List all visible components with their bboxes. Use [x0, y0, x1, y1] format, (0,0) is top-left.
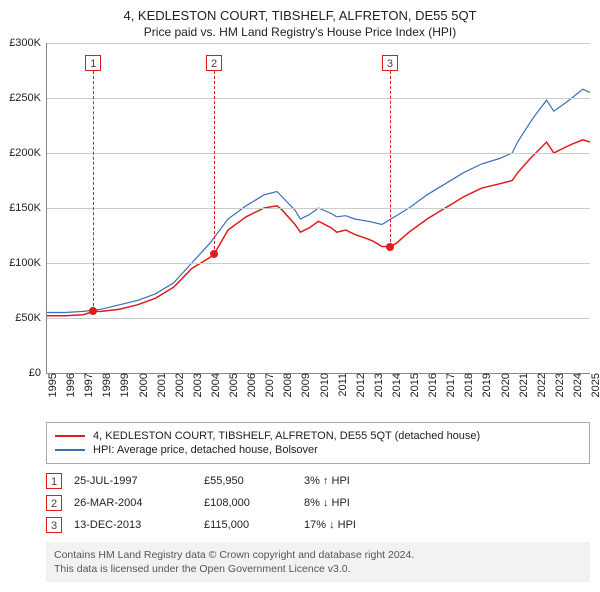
- sale-date: 25-JUL-1997: [74, 475, 204, 487]
- attribution-footer: Contains HM Land Registry data © Crown c…: [46, 542, 590, 582]
- sale-marker-number: 1: [46, 473, 62, 489]
- sale-hpi-delta: 8% ↓ HPI: [304, 497, 424, 509]
- y-axis-label: £50K: [15, 312, 47, 324]
- x-axis-label: 2004: [206, 373, 222, 397]
- legend-swatch: [55, 435, 85, 437]
- x-axis-label: 2020: [496, 373, 512, 397]
- x-axis-label: 2011: [333, 373, 349, 397]
- series-price_paid: [47, 140, 590, 316]
- marker-line-2: [214, 71, 215, 254]
- x-axis-label: 1998: [97, 373, 113, 397]
- footer-line-2: This data is licensed under the Open Gov…: [54, 562, 582, 576]
- sale-price: £55,950: [204, 475, 304, 487]
- sale-date: 13-DEC-2013: [74, 519, 204, 531]
- x-axis-label: 2023: [550, 373, 566, 397]
- sale-price: £108,000: [204, 497, 304, 509]
- y-axis-label: £200K: [9, 147, 47, 159]
- legend-row: HPI: Average price, detached house, Bols…: [55, 443, 581, 457]
- sale-row: 3 13-DEC-2013£115,00017% ↓ HPI: [46, 514, 590, 536]
- x-axis-label: 2016: [423, 373, 439, 397]
- marker-dot-2: [210, 250, 218, 258]
- sale-price: £115,000: [204, 519, 304, 531]
- x-axis-label: 2002: [170, 373, 186, 397]
- chart-container: 4, KEDLESTON COURT, TIBSHELF, ALFRETON, …: [0, 0, 600, 582]
- x-axis-label: 2017: [441, 373, 457, 397]
- x-axis-label: 1996: [61, 373, 77, 397]
- x-axis-label: 2006: [242, 373, 258, 397]
- x-axis-label: 1997: [79, 373, 95, 397]
- marker-line-1: [93, 71, 94, 311]
- legend-row: 4, KEDLESTON COURT, TIBSHELF, ALFRETON, …: [55, 429, 581, 443]
- x-axis-label: 2012: [351, 373, 367, 397]
- sale-date: 26-MAR-2004: [74, 497, 204, 509]
- x-axis-label: 2009: [296, 373, 312, 397]
- x-axis-label: 1999: [115, 373, 131, 397]
- x-axis-label: 2014: [387, 373, 403, 397]
- x-axis-label: 2000: [134, 373, 150, 397]
- x-axis-label: 2021: [514, 373, 530, 397]
- y-axis-label: £300K: [9, 37, 47, 49]
- marker-dot-1: [89, 307, 97, 315]
- plot-area: £0£50K£100K£150K£200K£250K£300K199519961…: [46, 43, 590, 374]
- x-axis-label: 2007: [260, 373, 276, 397]
- footer-line-1: Contains HM Land Registry data © Crown c…: [54, 548, 582, 562]
- x-axis-label: 2024: [568, 373, 584, 397]
- x-axis-label: 2008: [278, 373, 294, 397]
- legend-swatch: [55, 449, 85, 451]
- x-axis-label: 2010: [315, 373, 331, 397]
- sale-row: 1 25-JUL-1997£55,9503% ↑ HPI: [46, 470, 590, 492]
- y-axis-label: £150K: [9, 202, 47, 214]
- series-hpi: [47, 89, 590, 312]
- marker-dot-3: [386, 243, 394, 251]
- legend: 4, KEDLESTON COURT, TIBSHELF, ALFRETON, …: [46, 422, 590, 464]
- x-axis-label: 2003: [188, 373, 204, 397]
- y-axis-label: £250K: [9, 92, 47, 104]
- sale-marker-number: 2: [46, 495, 62, 511]
- legend-label: HPI: Average price, detached house, Bols…: [93, 444, 318, 456]
- sale-hpi-delta: 17% ↓ HPI: [304, 519, 424, 531]
- x-axis-label: 2015: [405, 373, 421, 397]
- x-axis-label: 2018: [459, 373, 475, 397]
- marker-line-3: [390, 71, 391, 247]
- sale-row: 2 26-MAR-2004£108,0008% ↓ HPI: [46, 492, 590, 514]
- x-axis-label: 2013: [369, 373, 385, 397]
- legend-label: 4, KEDLESTON COURT, TIBSHELF, ALFRETON, …: [93, 430, 480, 442]
- x-axis-label: 2019: [477, 373, 493, 397]
- sale-marker-number: 3: [46, 517, 62, 533]
- marker-box-1: 1: [85, 55, 101, 71]
- marker-box-2: 2: [206, 55, 222, 71]
- sale-hpi-delta: 3% ↑ HPI: [304, 475, 424, 487]
- chart-subtitle: Price paid vs. HM Land Registry's House …: [0, 23, 600, 43]
- y-axis-label: £100K: [9, 257, 47, 269]
- chart-title: 4, KEDLESTON COURT, TIBSHELF, ALFRETON, …: [0, 0, 600, 23]
- marker-box-3: 3: [382, 55, 398, 71]
- x-axis-label: 2005: [224, 373, 240, 397]
- sales-table: 1 25-JUL-1997£55,9503% ↑ HPI 2 26-MAR-2004£…: [46, 470, 590, 536]
- x-axis-label: 2022: [532, 373, 548, 397]
- x-axis-label: 2001: [152, 373, 168, 397]
- x-axis-label: 2025: [586, 373, 600, 397]
- x-axis-label: 1995: [43, 373, 59, 397]
